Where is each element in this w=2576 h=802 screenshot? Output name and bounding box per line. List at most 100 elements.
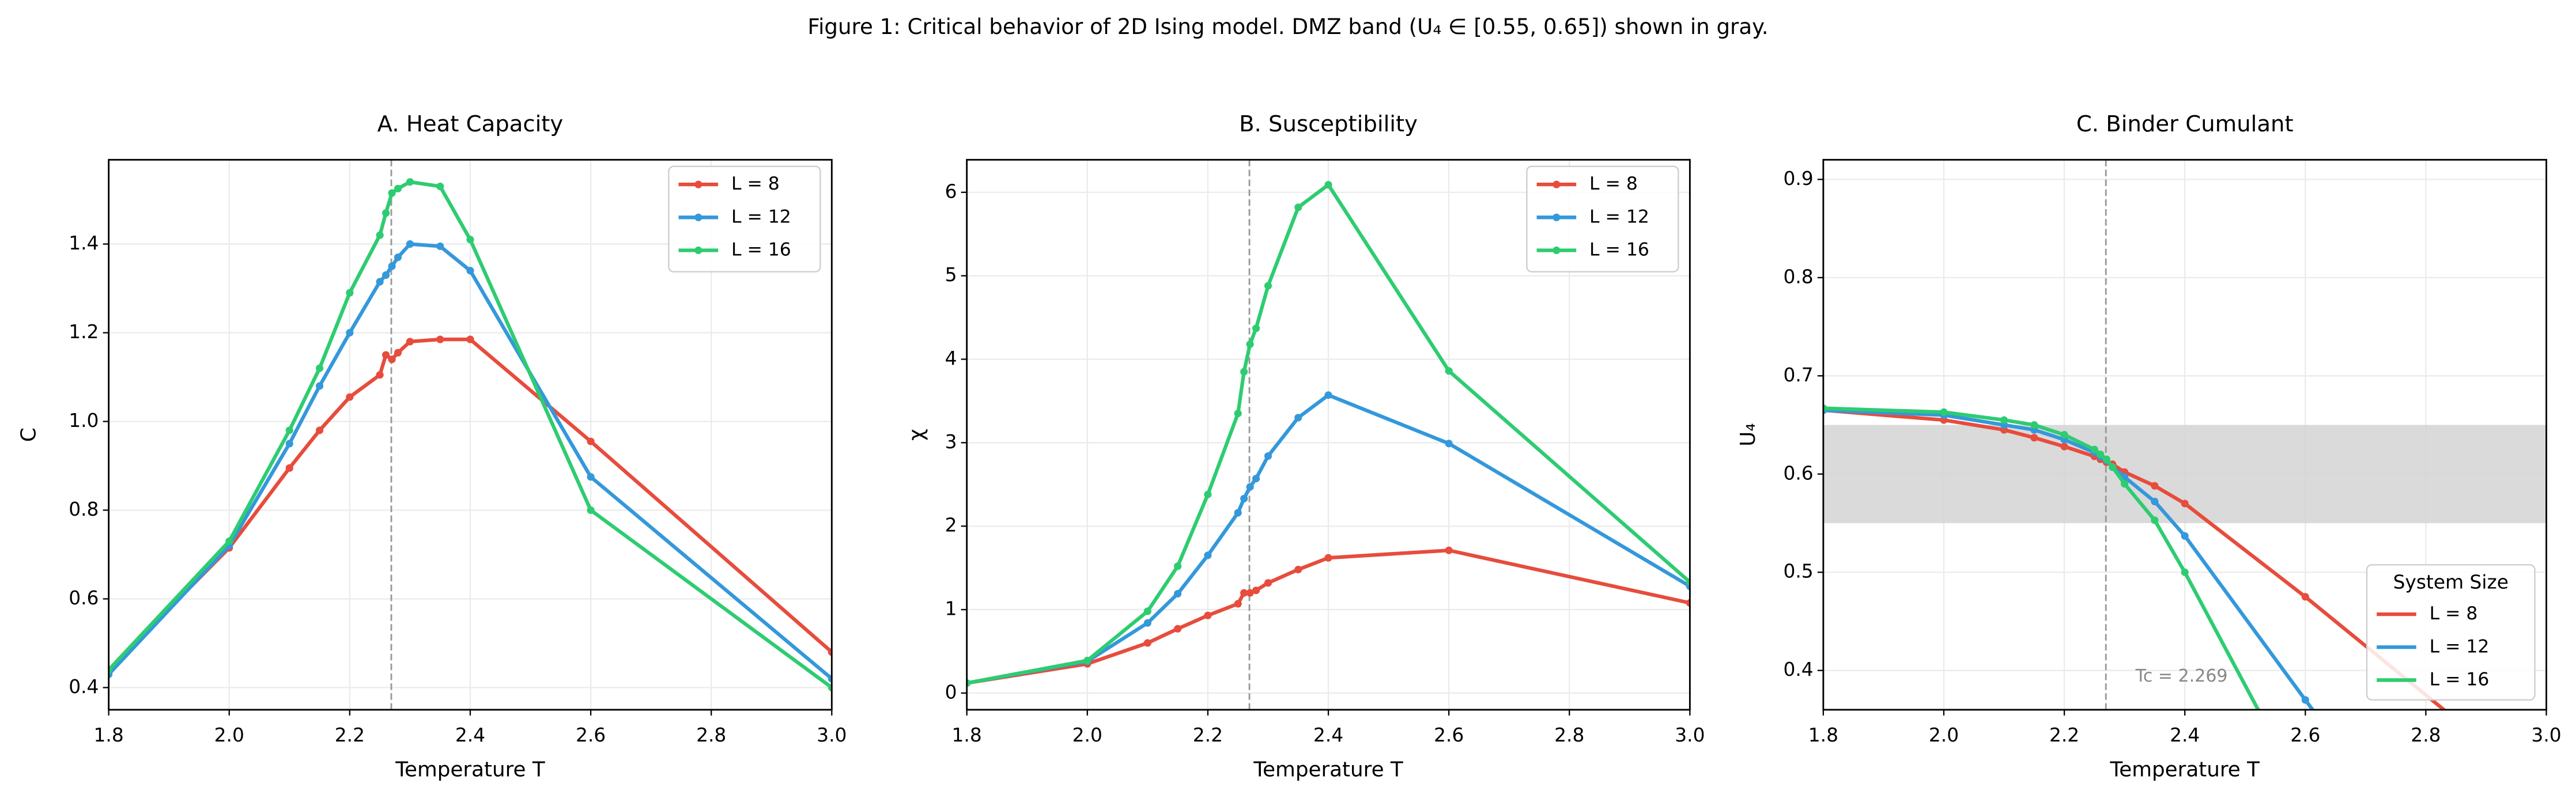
- legend-label: L = 16: [731, 239, 791, 260]
- axes-frame: [108, 158, 833, 711]
- panel-title: B. Susceptibility: [1239, 111, 1418, 137]
- data-point: [1264, 579, 1272, 587]
- legend-label: L = 8: [1589, 173, 1638, 194]
- data-point: [2060, 442, 2068, 451]
- data-point: [316, 382, 324, 390]
- data-point: [1143, 607, 1151, 615]
- legend: System Size L = 8 L = 12 L = 16: [2366, 564, 2536, 701]
- legend-label: L = 8: [2430, 603, 2478, 624]
- series-line: [108, 242, 832, 680]
- x-tick-label: 2.6: [1434, 724, 1464, 746]
- y-axis-label: C: [17, 428, 40, 442]
- y-tick-label: 4: [945, 347, 957, 369]
- data-point: [1823, 404, 1827, 413]
- data-point: [285, 426, 293, 434]
- x-tick-label: 2.0: [214, 724, 244, 746]
- series-line: [1823, 406, 2261, 710]
- y-tick-label: 0.7: [1783, 364, 1813, 386]
- data-point: [382, 351, 390, 359]
- x-tick-label: 2.8: [2411, 724, 2441, 746]
- x-tick-label: 2.2: [1193, 724, 1223, 746]
- y-tick-label: 3: [945, 430, 957, 453]
- x-tick-label: 3.0: [1675, 724, 1705, 746]
- data-point: [1083, 656, 1091, 664]
- data-point: [382, 271, 390, 279]
- data-point: [1143, 639, 1151, 647]
- x-tick-label: 2.4: [2170, 724, 2200, 746]
- data-point: [966, 679, 971, 687]
- data-point: [1240, 368, 1248, 376]
- legend-box: [2366, 564, 2536, 701]
- data-point: [466, 335, 474, 343]
- data-point: [1143, 619, 1151, 627]
- data-point: [1246, 340, 1254, 348]
- data-point: [587, 473, 595, 481]
- y-tick-label: 0.6: [69, 587, 99, 609]
- data-point: [2097, 451, 2105, 459]
- data-point: [394, 184, 402, 192]
- data-point: [1234, 410, 1242, 418]
- data-point: [406, 178, 414, 186]
- data-point: [436, 182, 444, 191]
- data-point: [2181, 500, 2189, 508]
- x-tick-label: 2.4: [1313, 724, 1343, 746]
- legend-label: L = 12: [1589, 206, 1649, 227]
- series-line: [108, 180, 832, 689]
- x-axis-label: Temperature T: [1253, 758, 1403, 782]
- series-line: [966, 183, 1690, 685]
- x-tick-label: 1.8: [93, 724, 123, 746]
- axes-frame: [966, 158, 1691, 711]
- x-tick-label: 2.0: [1072, 724, 1102, 746]
- data-point: [2151, 482, 2159, 490]
- data-point: [1234, 509, 1242, 517]
- y-tick-label: 0.8: [69, 498, 99, 520]
- data-point: [1445, 440, 1453, 448]
- data-point: [2060, 431, 2068, 439]
- data-point: [828, 675, 832, 683]
- data-point: [2181, 568, 2189, 576]
- data-point: [1204, 490, 1212, 498]
- data-point: [346, 289, 354, 297]
- y-tick-label: 0: [945, 680, 957, 703]
- legend-label: L = 16: [1589, 239, 1649, 260]
- y-tick-label: 0.8: [1783, 265, 1813, 287]
- y-tick-label: 0.9: [1783, 167, 1813, 190]
- data-point: [388, 355, 396, 364]
- y-tick-label: 0.5: [1783, 560, 1813, 582]
- data-point: [1252, 475, 1260, 483]
- data-point: [2121, 480, 2129, 488]
- data-point: [316, 426, 324, 434]
- y-tick-label: 0.4: [69, 675, 99, 698]
- legend-label: L = 8: [731, 173, 780, 194]
- data-point: [108, 666, 113, 674]
- x-axis-label: Temperature T: [2109, 758, 2260, 782]
- legend-marker: [694, 180, 702, 188]
- data-point: [436, 242, 444, 250]
- data-point: [382, 209, 390, 217]
- data-point: [1174, 562, 1182, 570]
- data-point: [1174, 625, 1182, 633]
- x-tick-label: 3.0: [817, 724, 847, 746]
- data-point: [1204, 551, 1212, 559]
- x-tick-label: 2.6: [576, 724, 606, 746]
- data-point: [466, 236, 474, 244]
- data-point: [1246, 483, 1254, 491]
- legend: L = 8 L = 12 L = 16: [1526, 165, 1679, 273]
- panel-title: C. Binder Cumulant: [2076, 111, 2294, 137]
- plot-area: [1823, 160, 2547, 710]
- legend-title: System Size: [2393, 570, 2509, 593]
- data-point: [376, 371, 384, 379]
- x-tick-label: 2.4: [455, 724, 485, 746]
- plot-area: [966, 160, 1690, 710]
- y-tick-label: 1.4: [69, 232, 99, 254]
- data-point: [1940, 408, 1948, 416]
- data-point: [2151, 516, 2159, 524]
- data-point: [2000, 416, 2008, 424]
- data-point: [1686, 599, 1690, 607]
- x-tick-label: 2.8: [1554, 724, 1584, 746]
- x-tick-label: 2.2: [2049, 724, 2079, 746]
- data-point: [406, 338, 414, 346]
- dmz-band: [1823, 425, 2547, 524]
